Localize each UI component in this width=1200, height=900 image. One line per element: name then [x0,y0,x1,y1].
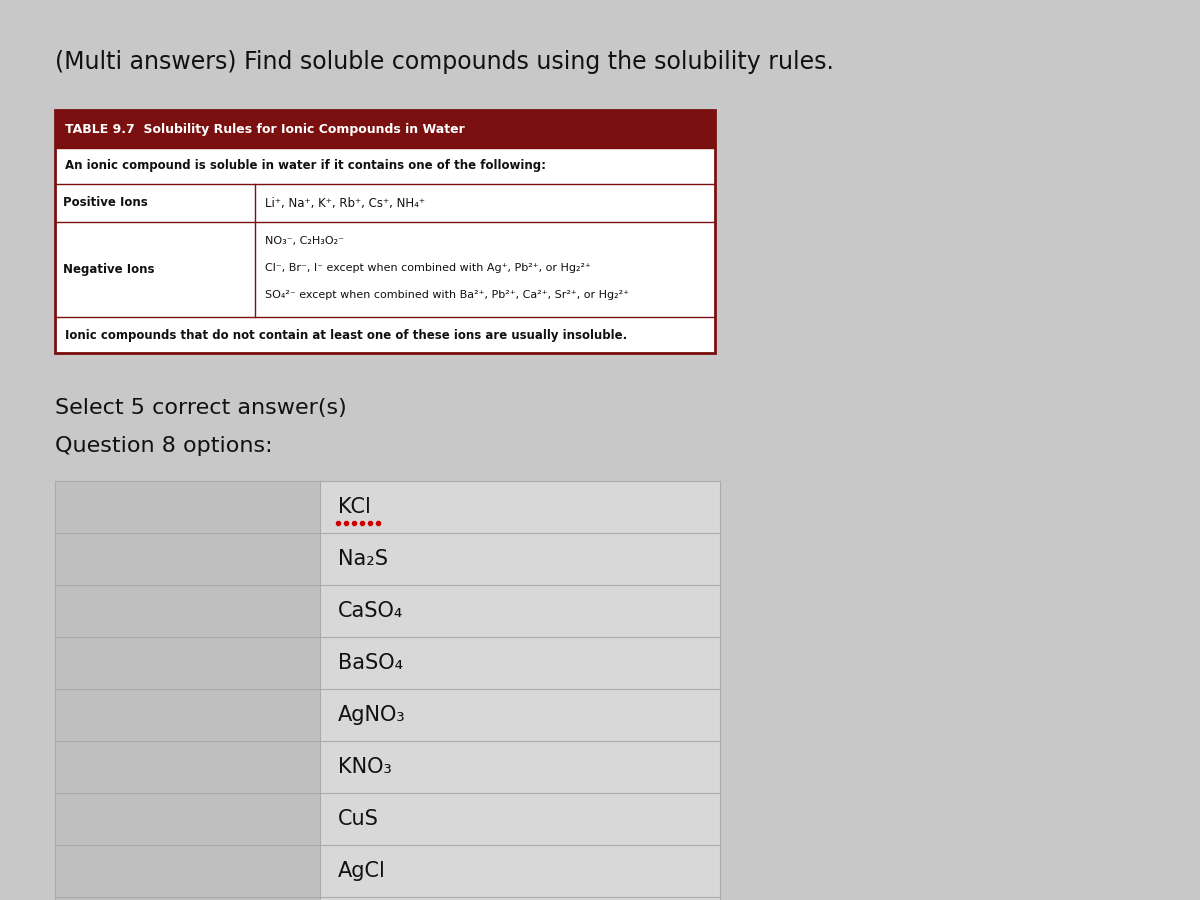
Text: Li⁺, Na⁺, K⁺, Rb⁺, Cs⁺, NH₄⁺: Li⁺, Na⁺, K⁺, Rb⁺, Cs⁺, NH₄⁺ [265,196,425,210]
Text: KNO₃: KNO₃ [338,757,391,777]
Bar [55,317,715,353]
Bar [320,793,720,845]
Bar [55,897,320,900]
Bar [320,741,720,793]
Bar [55,481,320,533]
Bar [320,533,720,585]
Bar [320,689,720,741]
Bar [320,897,720,900]
Bar [55,110,715,353]
Text: Negative Ions: Negative Ions [64,263,155,276]
Bar [55,793,320,845]
Text: Na₂S: Na₂S [338,549,388,569]
Bar [55,689,320,741]
Bar [55,741,320,793]
Text: An ionic compound is soluble in water if it contains one of the following:: An ionic compound is soluble in water if… [65,159,546,173]
Text: SO₄²⁻ except when combined with Ba²⁺, Pb²⁺, Ca²⁺, Sr²⁺, or Hg₂²⁺: SO₄²⁻ except when combined with Ba²⁺, Pb… [265,290,629,300]
Text: Select 5 correct answer(s): Select 5 correct answer(s) [55,398,347,418]
Bar [55,533,320,585]
Text: CuS: CuS [338,809,379,829]
Bar [55,845,320,897]
Text: Ionic compounds that do not contain at least one of these ions are usually insol: Ionic compounds that do not contain at l… [65,328,628,341]
Bar [320,637,720,689]
Text: TABLE 9.7  Solubility Rules for Ionic Compounds in Water: TABLE 9.7 Solubility Rules for Ionic Com… [65,122,464,136]
Bar [320,845,720,897]
Text: BaSO₄: BaSO₄ [338,653,403,673]
Text: (Multi answers) Find soluble compounds using the solubility rules.: (Multi answers) Find soluble compounds u… [55,50,834,74]
Bar [55,637,320,689]
Bar [320,585,720,637]
Bar [55,222,715,317]
Text: NO₃⁻, C₂H₃O₂⁻: NO₃⁻, C₂H₃O₂⁻ [265,236,344,246]
Bar [55,184,715,222]
Text: Positive Ions: Positive Ions [64,196,148,210]
Bar [55,110,715,148]
Text: AgNO₃: AgNO₃ [338,705,406,725]
Text: Question 8 options:: Question 8 options: [55,436,272,456]
Text: Cl⁻, Br⁻, I⁻ except when combined with Ag⁺, Pb²⁺, or Hg₂²⁺: Cl⁻, Br⁻, I⁻ except when combined with A… [265,263,590,273]
Bar [320,481,720,533]
Text: CaSO₄: CaSO₄ [338,601,403,621]
Text: KCl: KCl [338,497,371,517]
Bar [55,148,715,184]
Bar [55,585,320,637]
Text: AgCl: AgCl [338,861,386,881]
